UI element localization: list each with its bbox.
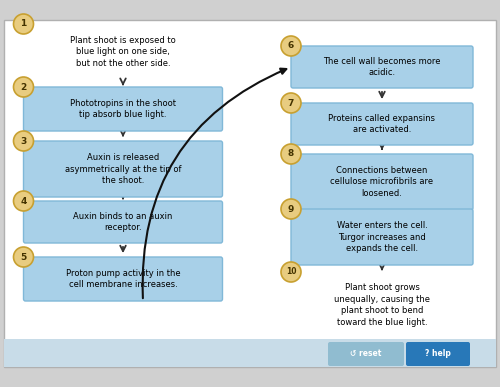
Text: ? help: ? help bbox=[425, 349, 451, 358]
Circle shape bbox=[281, 199, 301, 219]
Text: 6: 6 bbox=[288, 41, 294, 50]
FancyBboxPatch shape bbox=[291, 154, 473, 210]
FancyBboxPatch shape bbox=[24, 257, 222, 301]
FancyBboxPatch shape bbox=[291, 103, 473, 145]
FancyBboxPatch shape bbox=[406, 342, 470, 366]
Text: Auxin binds to an auxin
receptor.: Auxin binds to an auxin receptor. bbox=[74, 212, 172, 232]
Text: 7: 7 bbox=[288, 99, 294, 108]
Circle shape bbox=[281, 36, 301, 56]
Text: Connections between
cellulose microfibrils are
loosened.: Connections between cellulose microfibri… bbox=[330, 166, 434, 198]
Circle shape bbox=[14, 247, 34, 267]
FancyBboxPatch shape bbox=[24, 201, 222, 243]
Text: Phototropins in the shoot
tip absorb blue light.: Phototropins in the shoot tip absorb blu… bbox=[70, 99, 176, 119]
Text: Auxin is released
asymmetrically at the tip of
the shoot.: Auxin is released asymmetrically at the … bbox=[65, 153, 181, 185]
Text: 5: 5 bbox=[20, 252, 26, 262]
Text: Water enters the cell.
Turgor increases and
expands the cell.: Water enters the cell. Turgor increases … bbox=[336, 221, 428, 253]
Text: 2: 2 bbox=[20, 82, 26, 91]
FancyBboxPatch shape bbox=[4, 20, 496, 367]
FancyBboxPatch shape bbox=[291, 209, 473, 265]
Text: 9: 9 bbox=[288, 204, 294, 214]
Text: 8: 8 bbox=[288, 149, 294, 159]
Text: 1: 1 bbox=[20, 19, 26, 29]
Text: The cell wall becomes more
acidic.: The cell wall becomes more acidic. bbox=[323, 57, 441, 77]
Text: Plant shoot grows
unequally, causing the
plant shoot to bend
toward the blue lig: Plant shoot grows unequally, causing the… bbox=[334, 283, 430, 327]
Circle shape bbox=[281, 93, 301, 113]
FancyBboxPatch shape bbox=[24, 141, 222, 197]
FancyBboxPatch shape bbox=[24, 87, 222, 131]
Text: Proton pump activity in the
cell membrane increases.: Proton pump activity in the cell membran… bbox=[66, 269, 180, 289]
FancyBboxPatch shape bbox=[291, 46, 473, 88]
FancyArrowPatch shape bbox=[142, 68, 286, 298]
FancyBboxPatch shape bbox=[328, 342, 404, 366]
Bar bbox=[4, 339, 496, 367]
Text: Proteins called expansins
are activated.: Proteins called expansins are activated. bbox=[328, 114, 436, 134]
Circle shape bbox=[14, 77, 34, 97]
Text: Plant shoot is exposed to
blue light on one side,
but not the other side.: Plant shoot is exposed to blue light on … bbox=[70, 36, 176, 68]
Text: 3: 3 bbox=[20, 137, 26, 146]
Circle shape bbox=[14, 131, 34, 151]
Text: 4: 4 bbox=[20, 197, 26, 205]
Circle shape bbox=[281, 144, 301, 164]
Circle shape bbox=[281, 262, 301, 282]
Circle shape bbox=[14, 191, 34, 211]
Circle shape bbox=[14, 14, 34, 34]
Text: ↺ reset: ↺ reset bbox=[350, 349, 382, 358]
Text: 10: 10 bbox=[286, 267, 296, 276]
